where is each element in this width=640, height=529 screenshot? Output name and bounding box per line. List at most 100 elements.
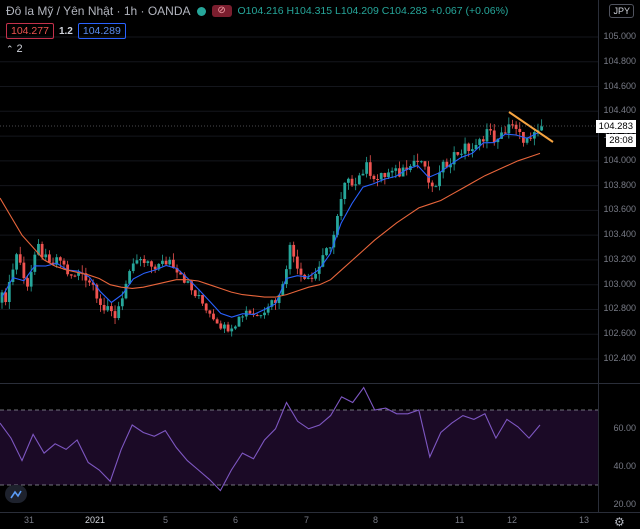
time-axis-label: 2021 (85, 515, 106, 525)
candle-body (171, 259, 175, 269)
tradingview-logo[interactable] (5, 485, 27, 503)
candle-body (317, 266, 321, 274)
candle-body (208, 310, 212, 314)
candle-body (529, 137, 533, 139)
candle-body (186, 281, 190, 283)
price-scale-label: 102.600 (603, 328, 636, 339)
candle-body (419, 161, 423, 163)
hide-icon[interactable]: ⊘ (211, 5, 232, 17)
price-scale-label: 104.800 (603, 55, 636, 66)
candle-body (161, 260, 164, 264)
candle-body (233, 326, 237, 329)
price-scale-label: 103.800 (603, 179, 636, 190)
candle-body (201, 294, 204, 304)
candle-body (532, 132, 536, 139)
candle-body (405, 167, 409, 171)
candle-body (310, 277, 314, 279)
candle-body (511, 124, 514, 126)
currency-badge[interactable]: JPY (609, 4, 634, 18)
candle-body (376, 179, 379, 181)
candle-body (285, 269, 288, 285)
candle-body (343, 182, 347, 199)
rsi-scale-label: 20.00 (613, 499, 636, 509)
candle-body (0, 292, 4, 303)
candle-body (463, 143, 467, 154)
candle-body (346, 178, 350, 183)
candle-body (492, 130, 496, 143)
candle-body (241, 316, 245, 318)
candle-body (106, 306, 110, 311)
candle-body (15, 254, 18, 270)
candle-body (390, 170, 394, 173)
settings-gear-icon[interactable]: ⚙ (614, 515, 625, 529)
time-axis-label: 8 (373, 515, 379, 525)
candle-body (485, 129, 489, 142)
rsi-line (0, 386, 541, 492)
candle-body (394, 168, 398, 171)
candle-body (292, 244, 296, 257)
candle-body (277, 294, 281, 303)
candle-body (142, 258, 146, 263)
candle-body (62, 260, 66, 265)
price-scale-label: 102.800 (603, 303, 636, 314)
candle-body (69, 274, 73, 276)
candle-body (365, 162, 369, 174)
candle-body (139, 258, 142, 261)
time-axis-label: 31 (24, 515, 35, 525)
chart-grid (0, 36, 598, 360)
candle-body (168, 259, 172, 265)
candle-body (18, 254, 22, 263)
candle-body (37, 243, 40, 255)
rsi-band-fill (0, 410, 598, 485)
candle-body (456, 152, 460, 155)
candle-body (295, 256, 299, 269)
candle-body (33, 254, 37, 272)
candle-body (26, 278, 29, 287)
candle-body (66, 264, 70, 275)
ema-fast-line (1, 132, 539, 318)
candle-body (55, 257, 59, 265)
candle-body (350, 178, 354, 186)
price-scale-label: 103.600 (603, 204, 636, 215)
candle-body (489, 129, 492, 131)
candle-body (503, 132, 507, 134)
candle-body (113, 311, 117, 319)
trendline-drawing (508, 111, 554, 143)
candle-body (77, 272, 80, 276)
candle-body (259, 315, 263, 317)
candle-body (248, 310, 252, 314)
candle-body (434, 186, 438, 188)
candle-body (288, 244, 292, 270)
candle-body (314, 273, 317, 279)
symbol-title[interactable]: Đô la Mỹ / Yên Nhật · 1h · OANDA (6, 4, 191, 18)
candle-body (190, 281, 194, 291)
bid-price-box[interactable]: 104.277 (6, 23, 54, 39)
price-scale-label: 104.400 (603, 105, 636, 116)
indicators-toggle[interactable]: ⌃ 2 (6, 43, 23, 55)
candle-body (255, 315, 259, 317)
ask-price-box[interactable]: 104.289 (77, 23, 126, 39)
candle-body (175, 268, 179, 273)
candle-body (237, 316, 241, 327)
candle-body (460, 153, 463, 155)
candle-body (357, 175, 361, 185)
ohlc-values: O104.216 H104.315 L104.209 C104.283 +0.0… (237, 5, 509, 17)
candle-body (58, 257, 62, 261)
market-open-dot (196, 6, 206, 16)
candle-body (332, 234, 336, 248)
candle-body (22, 262, 26, 279)
candle-body (124, 283, 128, 299)
countdown-badge: 28:08 (606, 134, 636, 147)
time-axis-label: 7 (304, 515, 310, 525)
last-price-badge: 104.283 (595, 120, 636, 133)
time-axis-label: 6 (233, 515, 239, 525)
candle-body (474, 144, 478, 150)
time-axis-label: 5 (163, 515, 169, 525)
candle-body (40, 243, 44, 258)
candle-body (164, 260, 168, 265)
candle-body (274, 300, 277, 303)
candle-body (117, 306, 121, 319)
candle-body (518, 128, 522, 132)
candle-body (514, 124, 518, 129)
